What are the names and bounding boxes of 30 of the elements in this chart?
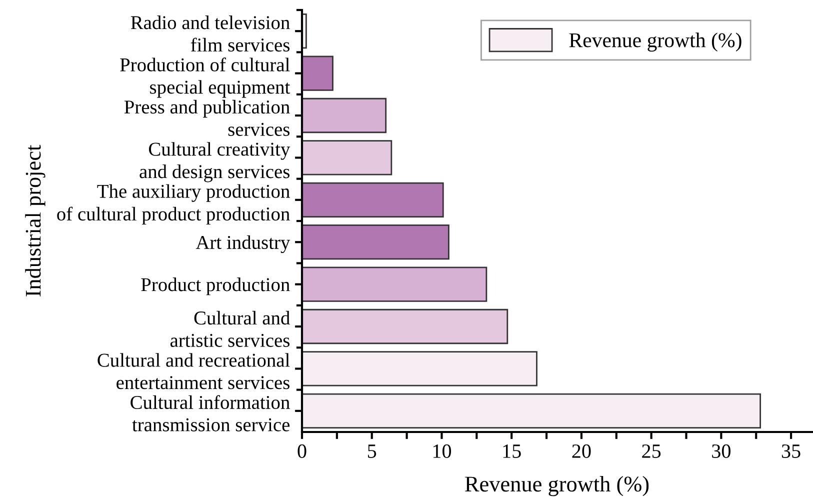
bar	[302, 266, 488, 302]
y-tick-label: Production of cultural special equipment	[120, 58, 290, 98]
x-tick-label: 15	[503, 444, 521, 458]
x-tick-label: 5	[368, 444, 376, 458]
x-tick-label: 35	[782, 444, 800, 458]
x-tick-label: 30	[712, 444, 730, 458]
bar	[302, 224, 450, 260]
y-tick-label: Press and publication services	[124, 100, 290, 136]
y-tick-label: Product production	[141, 278, 290, 296]
y-tick-label: Cultural and recreational entertainment services	[98, 353, 290, 390]
y-tick-label: Cultural and artistic services	[170, 310, 290, 347]
x-axis-title: Revenue growth (%)	[465, 476, 649, 496]
x-tick-label: 10	[433, 444, 452, 458]
bar	[302, 98, 387, 134]
bar	[302, 182, 444, 218]
bar	[302, 140, 392, 176]
legend-label: Revenue growth (%)	[569, 32, 742, 52]
y-tick-label: Radio and television film services	[130, 16, 290, 52]
x-tick-label: 0	[298, 444, 306, 458]
y-tick-label: The auxiliary production of cultural product production	[57, 184, 290, 225]
bar	[302, 351, 538, 386]
y-tick-label: Art industry	[196, 235, 290, 254]
x-tick-label: 20	[572, 444, 591, 458]
y-axis-title: Industrial project	[25, 144, 46, 296]
x-tick-label: 25	[642, 444, 661, 458]
bar	[302, 308, 508, 344]
y-tick-label: Cultural information transmission service	[130, 395, 290, 432]
y-tick-label: Cultural creativity and design services	[140, 142, 290, 182]
bar	[302, 56, 334, 91]
bar	[302, 393, 761, 428]
